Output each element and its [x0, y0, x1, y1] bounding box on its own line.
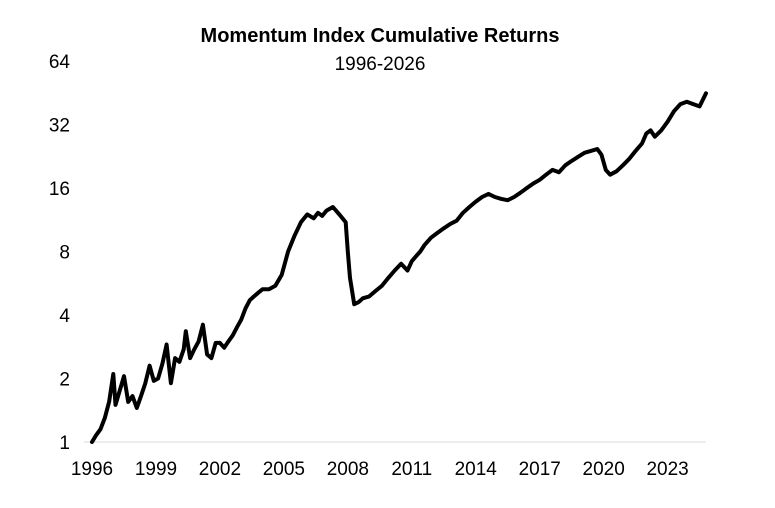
chart-title: Momentum Index Cumulative Returns — [201, 25, 560, 47]
y-tick-label: 2 — [59, 370, 70, 391]
y-tick-label: 8 — [59, 243, 70, 264]
y-tick-label: 4 — [59, 306, 70, 327]
chart-subtitle: 1996-2026 — [335, 54, 426, 75]
y-tick-label: 64 — [49, 52, 71, 73]
y-tick-label: 32 — [49, 116, 70, 137]
x-tick-label: 2005 — [263, 459, 305, 480]
series-line — [90, 91, 708, 444]
x-tick-label: 2011 — [391, 459, 432, 480]
x-tick-label: 2008 — [327, 459, 369, 480]
x-tick-label: 1999 — [135, 459, 177, 480]
y-axis-ticks: 1 2 4 8 16 32 64 — [49, 52, 71, 454]
x-axis-ticks: 1996 1999 2002 2005 2008 2011 2014 2017 2020 2023 — [71, 459, 689, 480]
x-tick-label: 2017 — [519, 459, 561, 480]
x-tick-label: 2023 — [646, 459, 688, 480]
x-tick-label: 2002 — [199, 459, 241, 480]
x-tick-label: 1996 — [71, 459, 113, 480]
y-tick-label: 1 — [59, 433, 70, 454]
x-tick-label: 2020 — [583, 459, 625, 480]
y-tick-label: 16 — [49, 179, 70, 200]
x-tick-label: 2014 — [455, 459, 498, 480]
